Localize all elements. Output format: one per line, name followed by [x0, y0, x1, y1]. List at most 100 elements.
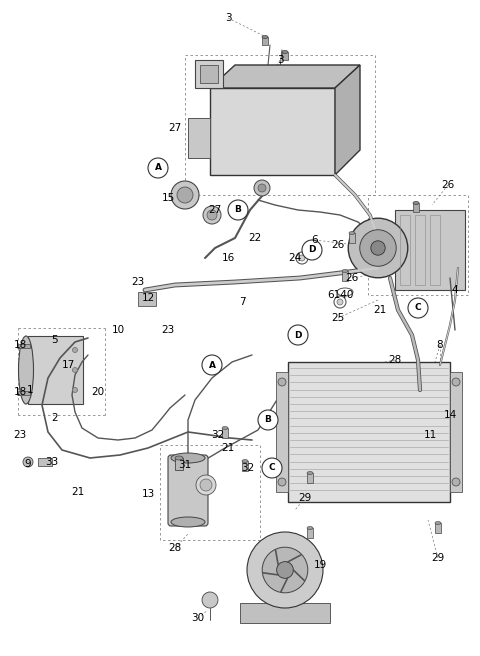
Text: C: C	[269, 464, 276, 472]
Circle shape	[200, 479, 212, 491]
Circle shape	[299, 255, 305, 261]
Ellipse shape	[171, 517, 205, 527]
Ellipse shape	[307, 472, 313, 474]
Circle shape	[278, 478, 286, 486]
Circle shape	[258, 410, 278, 430]
Circle shape	[171, 181, 199, 209]
Text: 11: 11	[423, 430, 437, 440]
Text: 9: 9	[24, 459, 31, 469]
Circle shape	[348, 218, 408, 277]
Text: 24: 24	[288, 253, 301, 263]
Ellipse shape	[413, 201, 419, 205]
Ellipse shape	[262, 35, 268, 39]
Text: 5: 5	[52, 335, 58, 345]
Bar	[307, 473, 313, 483]
Ellipse shape	[171, 453, 205, 463]
Text: 14: 14	[444, 410, 456, 420]
Text: 4: 4	[452, 285, 458, 295]
Bar	[28, 336, 83, 404]
Bar	[242, 461, 248, 471]
Text: 17: 17	[61, 360, 74, 370]
Text: 16: 16	[221, 253, 235, 263]
Bar	[349, 233, 355, 243]
Polygon shape	[335, 65, 360, 175]
Text: 21: 21	[72, 487, 84, 497]
Bar	[18, 344, 30, 348]
Bar	[38, 458, 52, 466]
Bar	[282, 52, 288, 60]
Circle shape	[247, 532, 323, 608]
Text: B: B	[264, 415, 271, 424]
Text: 20: 20	[91, 387, 105, 397]
Circle shape	[278, 378, 286, 386]
Text: 30: 30	[192, 613, 204, 623]
Circle shape	[337, 299, 343, 305]
Text: 18: 18	[13, 387, 26, 397]
Circle shape	[417, 305, 423, 311]
Text: A: A	[155, 163, 161, 173]
Bar	[430, 215, 440, 285]
Polygon shape	[210, 65, 360, 88]
Text: 26: 26	[442, 180, 455, 190]
Text: 1: 1	[27, 385, 33, 395]
Bar	[188, 118, 210, 158]
Circle shape	[371, 241, 385, 255]
Text: 21: 21	[221, 443, 235, 453]
Text: 12: 12	[142, 293, 155, 303]
Circle shape	[228, 200, 248, 220]
Ellipse shape	[435, 522, 441, 525]
Bar	[222, 428, 228, 438]
Circle shape	[276, 562, 293, 579]
Bar	[342, 271, 348, 281]
Ellipse shape	[307, 527, 313, 529]
Text: 25: 25	[331, 313, 345, 323]
Bar	[395, 210, 465, 290]
Text: 15: 15	[161, 193, 175, 203]
Circle shape	[408, 298, 428, 318]
Text: 22: 22	[248, 233, 262, 243]
Text: 7: 7	[239, 297, 245, 307]
Text: 3: 3	[225, 13, 231, 23]
Ellipse shape	[222, 426, 228, 430]
Circle shape	[148, 158, 168, 178]
Text: 13: 13	[142, 489, 155, 499]
Ellipse shape	[19, 336, 34, 404]
Bar	[276, 372, 288, 492]
Text: 32: 32	[211, 430, 225, 440]
Circle shape	[334, 296, 346, 308]
Text: 23: 23	[13, 430, 26, 440]
Bar	[307, 528, 313, 538]
Ellipse shape	[242, 459, 248, 462]
Bar	[415, 215, 425, 285]
Text: 21: 21	[373, 305, 386, 315]
Bar	[288, 362, 450, 502]
Text: 29: 29	[299, 493, 312, 503]
Circle shape	[452, 378, 460, 386]
Text: D: D	[308, 245, 316, 255]
Circle shape	[262, 547, 308, 593]
Circle shape	[414, 302, 426, 314]
Ellipse shape	[175, 456, 183, 460]
Text: 31: 31	[179, 460, 192, 470]
Bar	[240, 603, 330, 623]
Text: 8: 8	[437, 340, 444, 350]
Ellipse shape	[72, 388, 77, 392]
Text: 2: 2	[52, 413, 58, 423]
Circle shape	[452, 478, 460, 486]
Circle shape	[288, 325, 308, 345]
Circle shape	[203, 206, 221, 224]
Text: 32: 32	[241, 463, 254, 473]
Text: 23: 23	[161, 325, 175, 335]
Bar	[175, 458, 183, 470]
Text: D: D	[294, 331, 302, 340]
Ellipse shape	[349, 232, 355, 234]
Bar	[400, 215, 410, 285]
Circle shape	[23, 457, 33, 467]
Text: 27: 27	[208, 205, 222, 215]
Text: 19: 19	[313, 560, 326, 570]
Circle shape	[258, 184, 266, 192]
Text: 28: 28	[168, 543, 181, 553]
Text: 26: 26	[346, 273, 359, 283]
Text: A: A	[208, 361, 216, 369]
Circle shape	[262, 458, 282, 478]
